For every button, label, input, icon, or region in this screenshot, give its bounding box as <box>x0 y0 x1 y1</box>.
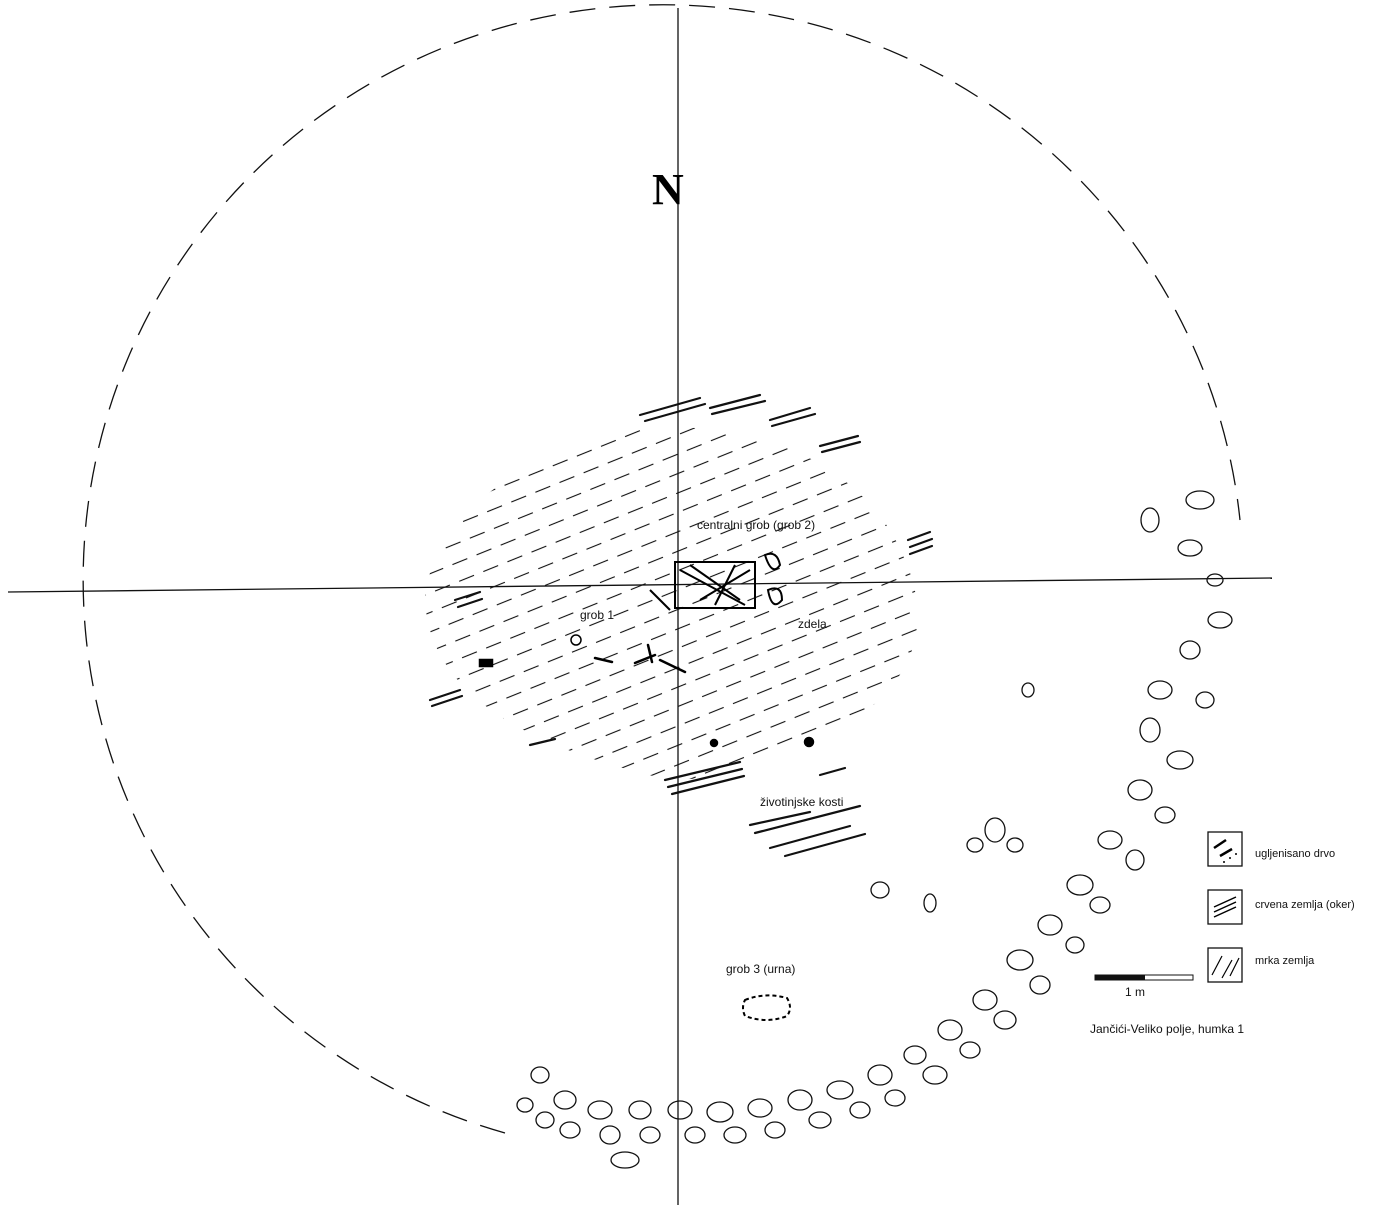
grave3-label: grob 3 (urna) <box>726 962 796 976</box>
plan-caption: Jančići-Veliko polje, humka 1 <box>1090 1022 1245 1036</box>
grave3-urn <box>742 994 791 1021</box>
legend-icons <box>1207 831 1243 983</box>
central-grave-label: centralni grob (grob 2) <box>697 518 816 532</box>
grave1-remains <box>478 634 815 748</box>
legend-label-brown-earth: mrka zemlja <box>1255 955 1315 967</box>
grave1-label: grob 1 <box>580 608 615 622</box>
north-arrow-label: N <box>652 165 684 214</box>
tumulus-boundary <box>82 4 1241 1134</box>
central-grave-remains <box>649 552 784 611</box>
bowl-label: zdela <box>798 617 827 631</box>
brown-earth-area <box>425 427 918 779</box>
scale-bar <box>1094 974 1194 981</box>
scale-label: 1 m <box>1125 985 1146 999</box>
animal-bones-label: životinjske kosti <box>760 795 844 809</box>
stone-ring <box>516 490 1233 1169</box>
legend-label-red-earth: crvena zemlja (oker) <box>1255 899 1355 911</box>
legend-label-charcoal: ugljenisano drvo <box>1255 848 1336 860</box>
red-earth-patches <box>428 393 934 858</box>
